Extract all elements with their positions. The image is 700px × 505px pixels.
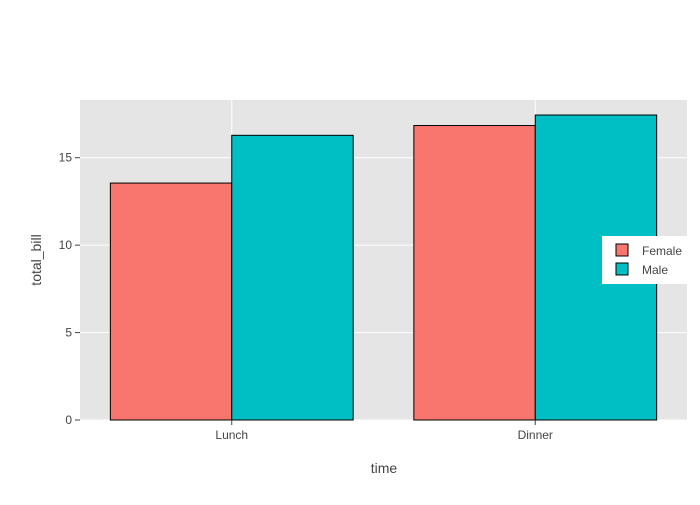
bar-female-dinner[interactable] — [413, 125, 536, 421]
y-axis-ticks: 0 5 10 15 — [59, 151, 80, 427]
x-tick-label: Dinner — [518, 428, 553, 442]
y-tick-label: 10 — [59, 238, 73, 252]
x-axis-ticks: Lunch Dinner — [215, 420, 553, 442]
legend: Female Male — [602, 236, 700, 284]
y-tick-label: 5 — [65, 326, 72, 340]
x-axis-title: time — [371, 460, 398, 476]
legend-swatch-female[interactable] — [615, 243, 629, 257]
legend-label-male[interactable]: Male — [642, 263, 668, 277]
legend-label-female[interactable]: Female — [642, 244, 682, 258]
y-tick-label: 15 — [59, 151, 73, 165]
bar-female-lunch[interactable] — [109, 182, 233, 421]
x-tick-label: Lunch — [215, 428, 248, 442]
legend-swatch-male[interactable] — [615, 262, 629, 276]
bar-male-lunch[interactable] — [231, 134, 354, 421]
y-axis-title: total_bill — [28, 234, 44, 285]
y-tick-label: 0 — [65, 413, 72, 427]
